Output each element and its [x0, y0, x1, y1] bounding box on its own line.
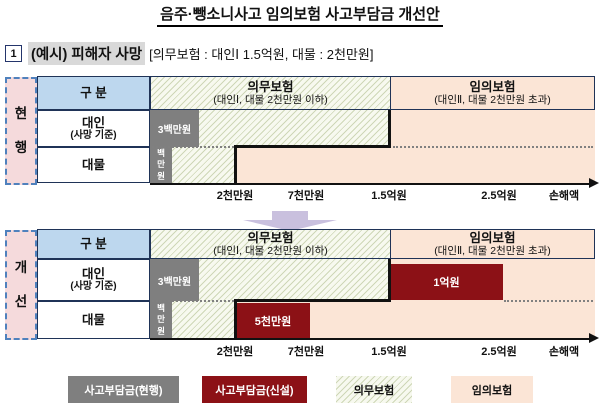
damage-axis-improved	[150, 338, 592, 340]
side-label-current: 현행	[5, 77, 37, 185]
axis-tick: 2천만원	[216, 346, 254, 358]
column-header-improved: 구 분	[37, 229, 150, 259]
axis-arrow-icon	[589, 333, 599, 343]
example-heading: 1 (예시) 피해자 사망 [의무보험 : 대인Ⅰ 1.5억원, 대물 : 2천…	[5, 42, 373, 65]
axis-tick: 2천만원	[216, 190, 254, 202]
new-deductible-bar-property: 5천만원	[236, 303, 310, 339]
row-divider-dotted	[504, 300, 593, 302]
mandatory-insurance-header-current: 의무보험 (대인Ⅰ, 대물 2천만원 이하)	[150, 76, 391, 110]
person-row-label-improved: 대인 (사망 기준)	[37, 259, 150, 301]
coverage-step-line	[234, 147, 237, 183]
optional-region-property-current	[236, 147, 595, 183]
example-title: (예시) 피해자 사망	[28, 42, 146, 65]
new-deductible-bar-person: 1억원	[390, 264, 503, 300]
current-deductible-bar-person: 3백만원	[150, 110, 199, 147]
optional-insurance-header-improved: 임의보험 (대인Ⅱ, 대물 2천만원 초과)	[390, 229, 595, 259]
row-divider-dotted	[393, 146, 593, 148]
axis-tick: 7천만원	[287, 190, 325, 202]
legend-optional-insurance: 임의보험	[451, 376, 533, 403]
row-divider-dotted	[152, 300, 234, 302]
coverage-step-line	[234, 301, 237, 339]
coverage-step-line	[388, 110, 391, 148]
down-arrow-icon	[272, 211, 308, 220]
axis-end-label: 손해액	[548, 190, 580, 202]
side-label-improved: 개선	[5, 230, 37, 340]
property-row-label-improved: 대물	[37, 301, 150, 339]
optional-insurance-header-current: 임의보험 (대인Ⅱ, 대물 2천만원 초과)	[390, 76, 595, 110]
property-row-label-current: 대물	[37, 147, 150, 183]
optional-region-person-current	[390, 110, 595, 147]
mandatory-insurance-header-improved: 의무보험 (대인Ⅰ, 대물 2천만원 이하)	[150, 229, 391, 259]
page-title: 음주·뺑소니사고 임의보험 사고부담금 개선안	[0, 3, 600, 27]
legend-mandatory-insurance: 의무보험	[336, 376, 412, 403]
current-deductible-bar-property: 백만원	[150, 147, 172, 183]
current-deductible-bar-property-improved: 백만원	[150, 301, 172, 339]
legend-current-deductible: 사고부담금(현행)	[68, 376, 179, 403]
axis-tick: 7천만원	[287, 346, 325, 358]
coverage-step-line	[234, 299, 391, 302]
axis-tick: 1.5억원	[371, 190, 407, 202]
down-arrow-icon	[243, 220, 337, 231]
person-row-label-current: 대인 (사망 기준)	[37, 110, 150, 147]
axis-end-label: 손해액	[548, 346, 580, 358]
legend-new-deductible: 사고부담금(신설)	[202, 376, 307, 403]
coverage-condition: [의무보험 : 대인Ⅰ 1.5억원, 대물 : 2천만원]	[149, 47, 374, 62]
coverage-step-line	[388, 259, 391, 302]
axis-arrow-icon	[589, 178, 599, 188]
coverage-step-line	[234, 145, 391, 148]
axis-tick: 2.5억원	[481, 190, 517, 202]
current-deductible-bar-person-improved: 3백만원	[150, 259, 199, 301]
axis-tick: 2.5억원	[481, 346, 517, 358]
damage-axis-current	[150, 183, 592, 185]
row-divider-dotted	[152, 146, 234, 148]
axis-tick: 1.5억원	[371, 346, 407, 358]
example-number-box: 1	[5, 45, 22, 62]
column-header-current: 구 분	[37, 76, 150, 110]
